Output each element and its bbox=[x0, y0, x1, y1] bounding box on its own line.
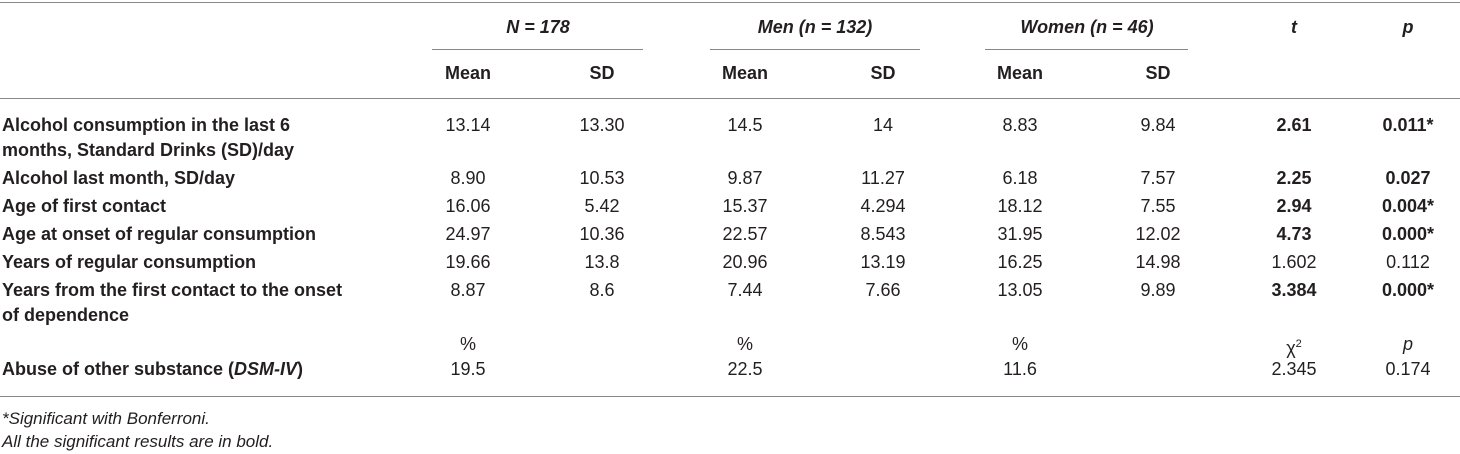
cell: 15.37 bbox=[722, 196, 768, 216]
row-label: Age of first contact bbox=[2, 196, 167, 216]
cell: 8.6 bbox=[589, 280, 615, 300]
cell: 2.94 bbox=[1276, 196, 1312, 216]
cell: 31.95 bbox=[997, 224, 1043, 244]
bottom-rule bbox=[0, 396, 1460, 397]
row-label: Alcohol last month, SD/day bbox=[2, 168, 236, 188]
subheader: Mean bbox=[444, 63, 492, 83]
percent-header: % bbox=[736, 334, 754, 354]
subheader: Mean bbox=[996, 63, 1044, 83]
cell: 2.25 bbox=[1276, 168, 1312, 188]
label-part: ) bbox=[297, 359, 304, 379]
row-label: Alcohol consumption in the last 6 months… bbox=[2, 115, 295, 160]
subheader: SD bbox=[589, 63, 615, 83]
subheader: SD bbox=[870, 63, 896, 83]
cell: 13.8 bbox=[584, 252, 620, 272]
cell: 7.44 bbox=[727, 280, 763, 300]
cell: 8.87 bbox=[450, 280, 486, 300]
chi-symbol: χ bbox=[1286, 338, 1296, 358]
group-underline bbox=[985, 49, 1188, 50]
cell: 9.89 bbox=[1140, 280, 1176, 300]
cell: 2.61 bbox=[1276, 115, 1312, 135]
top-rule bbox=[0, 2, 1460, 3]
group-header: Men (n = 132) bbox=[757, 17, 873, 37]
header-rule bbox=[0, 98, 1460, 99]
chi-sup: 2 bbox=[1295, 338, 1302, 350]
row-label: Years from the first contact to the onse… bbox=[2, 280, 343, 325]
footnote: *Significant with Bonferroni. bbox=[2, 409, 210, 428]
cell: 12.02 bbox=[1135, 224, 1181, 244]
cell: 9.87 bbox=[727, 168, 763, 188]
footnote: All the significant results are in bold. bbox=[2, 432, 274, 451]
cell: 10.53 bbox=[579, 168, 625, 188]
cell: 6.18 bbox=[1002, 168, 1038, 188]
cell: 13.30 bbox=[579, 115, 625, 135]
row-label: Age at onset of regular consumption bbox=[2, 224, 317, 244]
cell: 11.6 bbox=[1003, 359, 1037, 379]
group-underline bbox=[432, 49, 643, 50]
cell: 13.05 bbox=[997, 280, 1043, 300]
cell: 8.543 bbox=[860, 224, 906, 244]
label-part: Abuse of other substance ( bbox=[2, 359, 235, 379]
cell: 22.57 bbox=[722, 224, 768, 244]
cell: 8.90 bbox=[450, 168, 486, 188]
cell: 5.42 bbox=[584, 196, 620, 216]
cell: 10.36 bbox=[579, 224, 625, 244]
cell: 0.112 bbox=[1386, 252, 1430, 272]
cell: 8.83 bbox=[1002, 115, 1038, 135]
cell: 7.57 bbox=[1140, 168, 1176, 188]
p-header: p bbox=[1402, 17, 1414, 37]
cell: 19.66 bbox=[445, 252, 491, 272]
cell: 0.000* bbox=[1381, 224, 1435, 244]
cell: 4.294 bbox=[860, 196, 906, 216]
p-header: p bbox=[1402, 334, 1414, 354]
cell: 0.000* bbox=[1381, 280, 1435, 300]
cell: 20.96 bbox=[722, 252, 768, 272]
row-label: Years of regular consumption bbox=[2, 252, 257, 272]
cell: 22.5 bbox=[727, 359, 763, 379]
cell: 14.5 bbox=[727, 115, 763, 135]
cell: 18.12 bbox=[997, 196, 1043, 216]
group-underline bbox=[710, 49, 920, 50]
cell: 0.004* bbox=[1381, 196, 1435, 216]
cell: 4.73 bbox=[1276, 224, 1312, 244]
cell: 19.5 bbox=[450, 359, 486, 379]
t-header: t bbox=[1291, 17, 1297, 37]
cell: 24.97 bbox=[445, 224, 491, 244]
subheader: Mean bbox=[721, 63, 769, 83]
cell: 0.027 bbox=[1385, 168, 1431, 188]
cell: 7.66 bbox=[865, 280, 901, 300]
subheader: SD bbox=[1145, 63, 1171, 83]
cell: 14 bbox=[872, 115, 894, 135]
cell: 14.98 bbox=[1135, 252, 1181, 272]
cell: 13.14 bbox=[445, 115, 491, 135]
percent-header: % bbox=[1011, 334, 1029, 354]
cell: 13.19 bbox=[860, 252, 906, 272]
cell: 0.011* bbox=[1382, 115, 1434, 135]
group-header: N = 178 bbox=[506, 17, 570, 37]
row-label: Abuse of other substance (DSM-IV) bbox=[2, 357, 364, 382]
cell: 16.06 bbox=[445, 196, 491, 216]
chi-header: χ2 bbox=[1286, 332, 1302, 361]
label-italic: DSM-IV bbox=[234, 359, 298, 379]
cell: 1.602 bbox=[1271, 252, 1317, 272]
cell: 16.25 bbox=[997, 252, 1043, 272]
percent-header: % bbox=[459, 334, 477, 354]
group-header: Women (n = 46) bbox=[1020, 17, 1154, 37]
cell: 0.174 bbox=[1385, 359, 1431, 379]
cell: 3.384 bbox=[1271, 280, 1317, 300]
cell: 7.55 bbox=[1140, 196, 1176, 216]
cell: 2.345 bbox=[1271, 359, 1317, 379]
cell: 11.27 bbox=[861, 168, 905, 188]
cell: 9.84 bbox=[1140, 115, 1176, 135]
